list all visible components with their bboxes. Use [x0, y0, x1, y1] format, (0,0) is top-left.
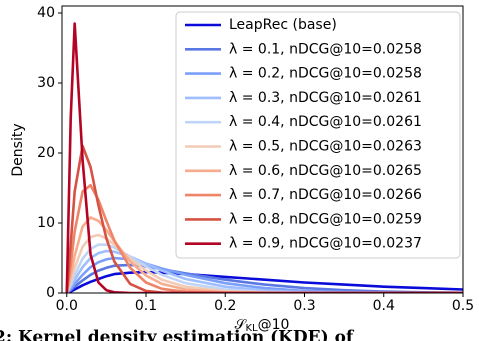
legend-label: λ = 0.9, nDCG@10=0.0237 [229, 236, 422, 252]
legend-label: λ = 0.4, nDCG@10=0.0261 [229, 114, 422, 130]
x-tick-label: 0.4 [373, 298, 395, 314]
legend-label: λ = 0.2, nDCG@10=0.0258 [229, 66, 422, 82]
legend-label: λ = 0.8, nDCG@10=0.0259 [229, 211, 422, 227]
legend-box [175, 11, 461, 259]
caption: 2: Kernel density estimation (KDE) of [0, 328, 355, 341]
y-tick-label: 30 [37, 75, 55, 91]
x-tick-label: 0.0 [56, 298, 78, 314]
plot-frame [61, 5, 464, 294]
x-tick-label: 0.3 [293, 298, 315, 314]
legend: LeapRec (base) λ = 0.1, nDCG@10=0.0258 λ =… [175, 11, 461, 259]
legend-label: λ = 0.1, nDCG@10=0.0258 [229, 41, 422, 57]
x-label-sub: KL [245, 323, 258, 334]
y-axis-label: Density [10, 123, 26, 176]
legend-label: λ = 0.7, nDCG@10=0.0266 [229, 187, 422, 203]
x-label-main: 𝒮 [235, 317, 248, 333]
x-tick-label: 0.5 [452, 298, 474, 314]
y-tick-label: 20 [37, 145, 55, 161]
x-tick-label: 0.2 [214, 298, 236, 314]
legend-label: λ = 0.3, nDCG@10=0.0261 [229, 90, 422, 106]
x-axis-label: 𝒮KL@10 [235, 317, 290, 334]
legend-label: λ = 0.6, nDCG@10=0.0265 [229, 163, 422, 179]
density-line [65, 216, 463, 293]
legend-label: λ = 0.5, nDCG@10=0.0263 [229, 139, 422, 155]
legend-label: LeapRec (base) [229, 17, 337, 33]
y-tick-label: 0 [46, 285, 55, 301]
density-line [65, 233, 463, 293]
x-tick-label: 0.1 [135, 298, 157, 314]
density-line [65, 183, 463, 293]
density-line [65, 22, 463, 293]
y-tick-label: 10 [37, 215, 55, 231]
x-label-suffix: @10 [258, 317, 290, 333]
y-tick-label: 40 [37, 5, 55, 21]
